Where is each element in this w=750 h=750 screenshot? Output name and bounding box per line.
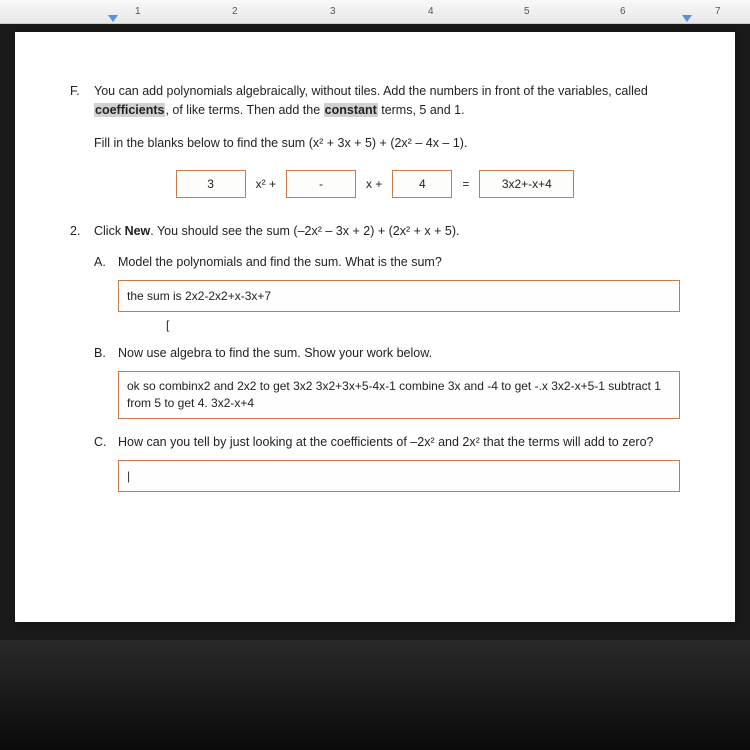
highlight-coefficients: coefficients <box>94 103 165 117</box>
sub-a: A. Model the polynomials and find the su… <box>94 253 680 272</box>
text: terms, 5 and 1. <box>378 103 465 117</box>
answer-b[interactable]: ok so combinx2 and 2x2 to get 3x2 3x2+3x… <box>118 371 680 420</box>
ruler-number: 2 <box>232 6 238 17</box>
ruler-number: 5 <box>524 6 530 17</box>
text: , of like terms. Then add the <box>165 103 323 117</box>
ruler-number: 3 <box>330 6 336 17</box>
ruler: 1 2 3 4 5 6 7 <box>0 0 750 24</box>
sub-content: Model the polynomials and find the sum. … <box>118 253 680 272</box>
text: . You should see the sum (–2x² – 3x + 2)… <box>150 224 459 238</box>
highlight-constant: constant <box>324 103 378 117</box>
operator-text: x² + <box>252 175 280 193</box>
section-content: You can add polynomials algebraically, w… <box>94 82 680 152</box>
sub-c: C. How can you tell by just looking at t… <box>94 433 680 452</box>
section-letter: F. <box>70 82 94 152</box>
blank-result[interactable]: 3x2+-x+4 <box>479 170 574 198</box>
blanks-row: 3 x² + - x + 4 = 3x2+-x+4 <box>70 170 680 198</box>
q2-number: 2. <box>70 222 94 241</box>
cursor-bracket: [ <box>166 316 680 334</box>
ruler-number: 7 <box>715 6 721 17</box>
answer-c[interactable] <box>118 460 680 492</box>
paragraph-2: Fill in the blanks below to find the sum… <box>94 134 680 153</box>
blank-3[interactable]: 4 <box>392 170 452 198</box>
blank-2[interactable]: - <box>286 170 356 198</box>
text: You can add polynomials algebraically, w… <box>94 84 648 98</box>
ruler-indent-left-icon[interactable] <box>108 15 118 22</box>
q2-heading: 2. Click New. You should see the sum (–2… <box>70 222 680 241</box>
document-page: F. You can add polynomials algebraically… <box>15 32 735 622</box>
sub-letter: C. <box>94 433 118 452</box>
operator-text: x + <box>362 175 386 193</box>
sub-b: B. Now use algebra to find the sum. Show… <box>94 344 680 363</box>
paragraph-1: You can add polynomials algebraically, w… <box>94 82 680 120</box>
ruler-number: 4 <box>428 6 434 17</box>
sub-letter: B. <box>94 344 118 363</box>
operator-text: = <box>458 175 473 193</box>
text: Click <box>94 224 125 238</box>
answer-a[interactable]: the sum is 2x2-2x2+x-3x+7 <box>118 280 680 312</box>
q2-text: Click New. You should see the sum (–2x² … <box>94 222 680 241</box>
sub-letter: A. <box>94 253 118 272</box>
sub-content: How can you tell by just looking at the … <box>118 433 680 452</box>
blank-1[interactable]: 3 <box>176 170 246 198</box>
ruler-number: 6 <box>620 6 626 17</box>
question-2: 2. Click New. You should see the sum (–2… <box>70 222 680 492</box>
sub-content: Now use algebra to find the sum. Show yo… <box>118 344 680 363</box>
desktop-background <box>0 640 750 750</box>
ruler-indent-right-icon[interactable] <box>682 15 692 22</box>
ruler-number: 1 <box>135 6 141 17</box>
section-f: F. You can add polynomials algebraically… <box>70 82 680 152</box>
bold-new: New <box>125 224 151 238</box>
